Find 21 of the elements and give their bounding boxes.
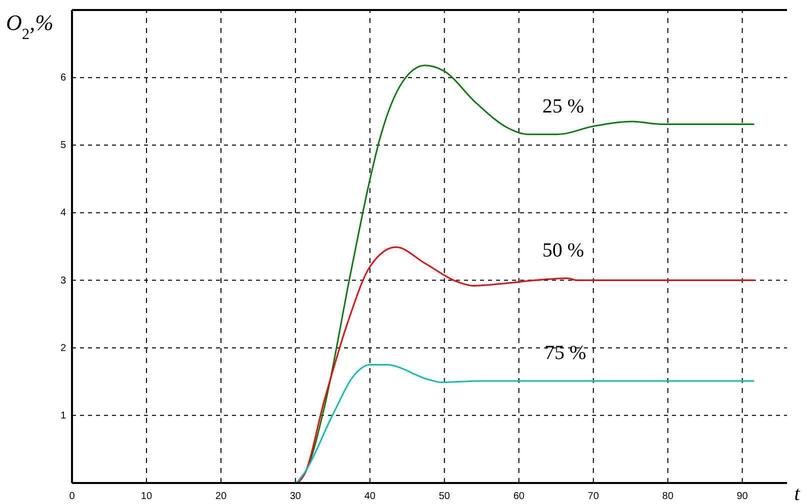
- x-tick-label: 0: [69, 491, 76, 502]
- y-axis-title: O$_{2}$,%: [6, 10, 54, 42]
- y-tick-label: 1: [60, 410, 66, 422]
- x-tick-label: 40: [364, 491, 376, 502]
- x-tick-label: 10: [140, 491, 152, 502]
- x-tick-label: 20: [215, 491, 227, 502]
- x-tick-label: 60: [513, 491, 525, 502]
- x-tick-label: 30: [290, 491, 302, 502]
- series-label: 50 %: [542, 239, 584, 262]
- y-tick-label: 2: [60, 342, 66, 354]
- y-tick-label: 5: [60, 140, 66, 152]
- series-label: 75 %: [544, 342, 586, 364]
- x-tick-label: 50: [438, 491, 450, 502]
- x-tick-label: 90: [736, 491, 748, 502]
- y-tick-label: 6: [60, 72, 66, 84]
- y-tick-label: 4: [60, 208, 66, 219]
- series-label: 25 %: [542, 95, 584, 118]
- y-tick-label: 3: [60, 275, 66, 286]
- x-tick-label: 80: [662, 491, 674, 502]
- x-tick-label: 70: [588, 491, 600, 502]
- x-axis-title: t: [794, 483, 800, 504]
